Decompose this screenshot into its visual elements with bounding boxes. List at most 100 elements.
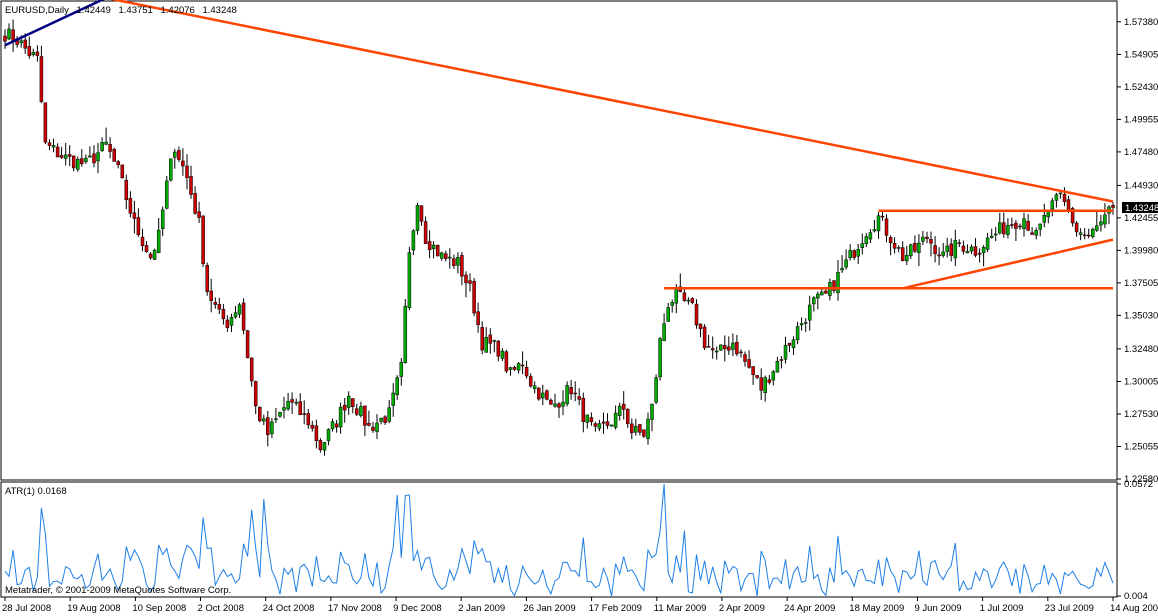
bull-candle [868, 232, 873, 240]
bear-candle [913, 242, 917, 252]
time-tick-label: 2 Oct 2008 [198, 603, 244, 614]
bear-candle [306, 413, 311, 426]
bear-candle [258, 406, 262, 422]
bear-candle [852, 250, 856, 258]
bear-candle [253, 381, 258, 407]
bull-candle [807, 304, 812, 321]
bear-candle [302, 413, 306, 415]
bull-candle [395, 377, 399, 396]
bull-candle [775, 360, 780, 373]
bull-candle [941, 251, 945, 256]
price-tick-label: 1.25055 [1124, 442, 1158, 453]
bull-candle [945, 245, 949, 252]
bull-candle [791, 339, 796, 349]
bear-candle [682, 292, 687, 301]
bull-candle [375, 422, 379, 432]
bear-candle [694, 303, 699, 326]
bull-candle [456, 257, 460, 266]
symbol-timeframe: EURUSD,Daily [5, 5, 69, 16]
bear-candle [589, 417, 594, 423]
time-tick-label: 18 May 2009 [849, 603, 904, 614]
bull-candle [1046, 211, 1051, 218]
trendline[interactable] [106, 0, 1114, 203]
bear-candle [334, 423, 339, 428]
bull-candle [820, 291, 824, 296]
bull-candle [654, 377, 658, 403]
time-tick-label: 2 Jan 2009 [458, 603, 505, 614]
atr-line [4, 483, 1114, 597]
bear-candle [933, 245, 937, 255]
bear-candle [727, 346, 731, 351]
bear-candle [957, 242, 962, 244]
bear-candle [977, 252, 982, 255]
bear-candle [710, 348, 715, 351]
bull-candle [541, 392, 545, 399]
bear-candle [39, 56, 44, 102]
bull-candle [953, 239, 958, 259]
bear-candle [423, 221, 428, 244]
time-tick-label: 23 Jul 2009 [1045, 603, 1094, 614]
bull-candle [714, 350, 719, 353]
bull-candle [662, 323, 666, 341]
bear-candle [577, 396, 581, 400]
bear-candle [735, 341, 739, 355]
bull-candle [981, 246, 986, 254]
bear-candle [435, 244, 440, 257]
bear-candle [638, 424, 642, 433]
bear-candle [545, 390, 549, 400]
bear-candle [690, 298, 695, 303]
bull-candle [294, 401, 298, 404]
bull-candle [799, 323, 804, 326]
bear-candle [205, 265, 209, 292]
bear-candle [625, 408, 630, 425]
bear-candle [120, 164, 125, 179]
bull-candle [51, 145, 56, 148]
bear-candle [177, 150, 181, 160]
bull-candle [613, 412, 618, 428]
bull-candle [896, 247, 901, 249]
bear-candle [1018, 225, 1022, 228]
bull-candle [905, 254, 909, 262]
bull-candle [1103, 214, 1107, 225]
bear-candle [751, 366, 755, 376]
ohlc-close: 1.43248 [202, 5, 236, 16]
bear-candle [880, 215, 885, 218]
bull-candle [484, 336, 488, 353]
bear-candle [476, 311, 480, 326]
price-tick-label: 1.39980 [1124, 245, 1158, 256]
bull-candle [795, 326, 800, 341]
time-tick-label: 11 Mar 2009 [654, 603, 707, 614]
bull-candle [803, 322, 808, 324]
atr-pane[interactable] [0, 481, 1118, 598]
price-tick-label: 1.35030 [1124, 310, 1158, 321]
bear-candle [755, 375, 759, 378]
bear-candle [363, 405, 367, 426]
bear-candle [67, 154, 72, 157]
bull-candle [876, 215, 881, 232]
atr-label: ATR(1) 0.0168 [5, 486, 67, 497]
time-tick-label: 17 Feb 2009 [589, 603, 642, 614]
bear-candle [512, 366, 517, 370]
bull-candle [278, 411, 282, 417]
time-tick-label: 26 Jan 2009 [523, 603, 575, 614]
bear-candle [55, 146, 60, 158]
bear-candle [759, 377, 763, 391]
trendline[interactable] [902, 238, 1114, 290]
bear-candle [488, 334, 493, 344]
bear-candle [298, 401, 302, 415]
bear-candle [464, 274, 468, 284]
bear-candle [59, 155, 64, 158]
trendline[interactable] [4, 0, 106, 47]
bull-candle [565, 385, 569, 405]
bull-candle [104, 141, 108, 145]
bear-candle [1010, 224, 1014, 226]
time-tick-label: 2 Apr 2009 [719, 603, 765, 614]
bull-candle [399, 362, 404, 377]
bull-candle [19, 40, 23, 44]
bull-candle [1006, 224, 1010, 235]
bear-candle [573, 392, 577, 395]
bull-candle [731, 342, 735, 350]
bear-candle [35, 51, 40, 56]
bull-candle [1078, 232, 1083, 235]
bull-candle [998, 222, 1002, 234]
